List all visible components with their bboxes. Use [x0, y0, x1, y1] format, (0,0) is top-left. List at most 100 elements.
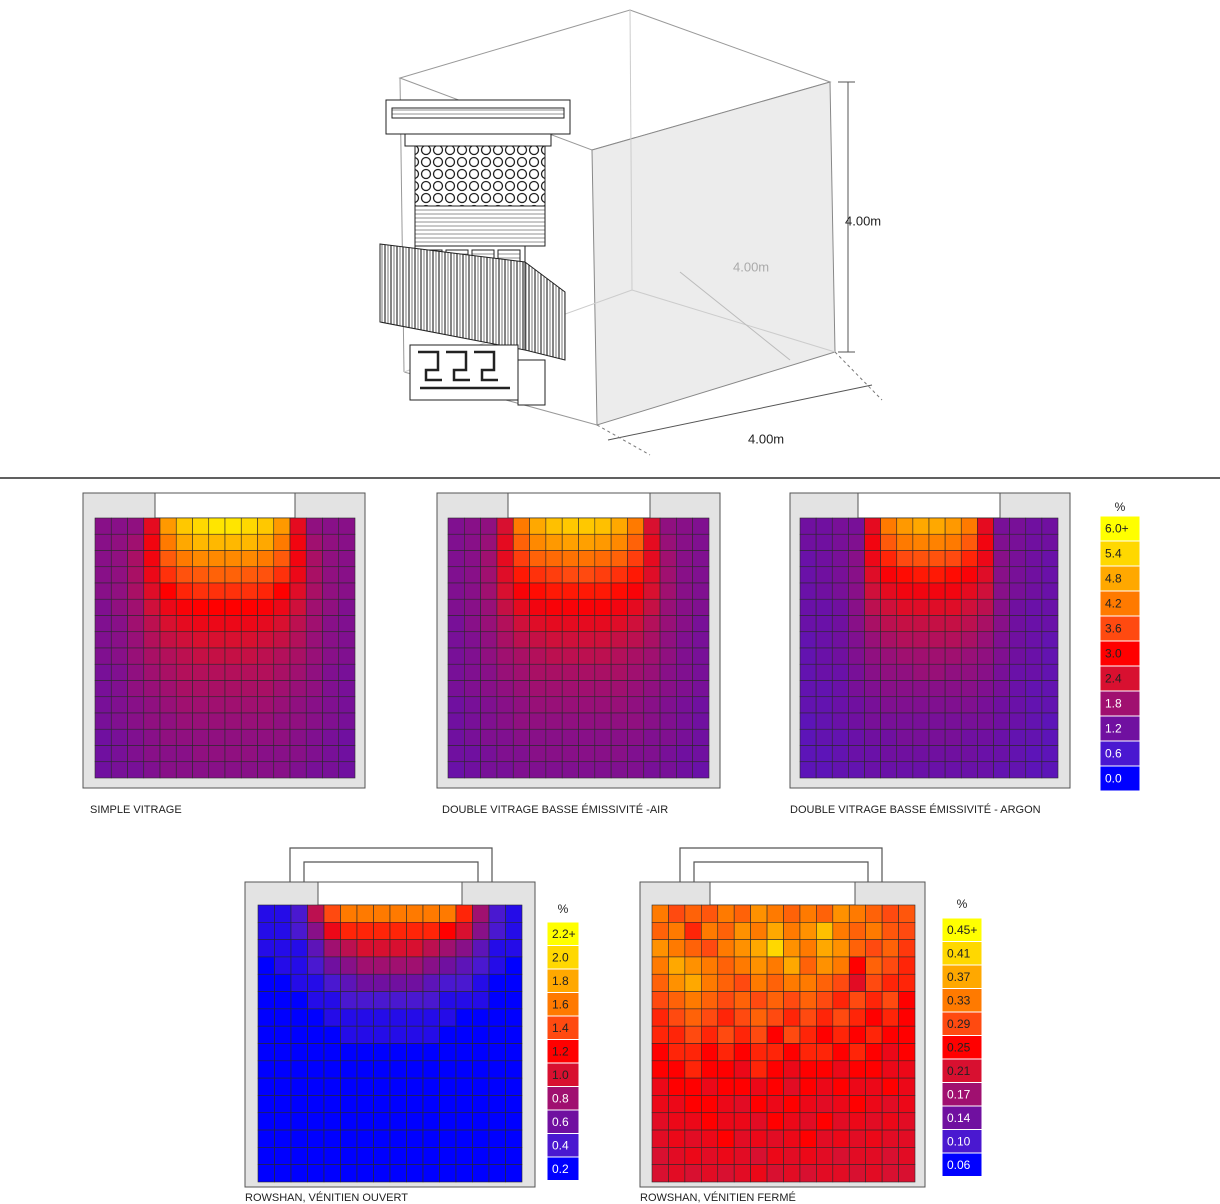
heatmap-cell: [529, 761, 547, 779]
colorbar-label: 0.06: [947, 1158, 971, 1172]
heatmap-cell: [439, 1147, 457, 1165]
heatmap-cell: [627, 647, 645, 665]
heatmap-cell: [472, 1147, 490, 1165]
heatmap-cell: [928, 598, 946, 616]
colorbar-label: 0.2: [552, 1162, 569, 1176]
heatmap-cell: [127, 712, 145, 730]
colorbar-swatch: [1099, 515, 1141, 542]
heatmap-cell: [832, 1112, 850, 1131]
heatmap-cell: [676, 517, 693, 535]
heatmap-cell: [831, 598, 849, 616]
heatmap-cell: [896, 533, 914, 551]
heatmap-cell: [865, 922, 883, 940]
colorbar-swatch: [1099, 540, 1141, 567]
heatmap-cell: [668, 1147, 686, 1165]
base-ornament: [418, 350, 510, 390]
heatmap-cell: [848, 712, 865, 730]
heatmap-cell: [143, 582, 161, 600]
heatmap-cell: [750, 991, 768, 1010]
heatmap-cell: [881, 1043, 899, 1062]
heatmap-cell: [496, 680, 514, 698]
heatmap-cell: [422, 1112, 440, 1131]
heatmap-cell: [143, 566, 161, 584]
heatmap-cell: [799, 745, 817, 763]
heatmap-cell: [676, 533, 693, 551]
heatmap-cell: [750, 1025, 768, 1044]
heatmap-cell: [627, 615, 645, 633]
heatmap-cell: [864, 615, 881, 633]
heatmap-cell: [594, 598, 612, 616]
heatmap-cell: [993, 696, 1010, 714]
heatmap-cell: [865, 1112, 883, 1131]
heatmap-cell: [389, 1025, 407, 1044]
heatmap-cell: [472, 939, 490, 958]
heatmap-cell: [1009, 745, 1027, 763]
heatmap-cell: [406, 1043, 424, 1062]
heatmap-cell: [389, 1095, 407, 1114]
heatmap-cell: [676, 615, 693, 633]
heatmap-cell: [831, 631, 849, 649]
heatmap-cell: [472, 1043, 490, 1062]
heatmap-cell: [464, 631, 481, 649]
heatmap-cell: [799, 615, 817, 633]
heatmap-cell: [668, 1095, 686, 1114]
heatmap-cell: [881, 904, 899, 923]
heatmap-cell: [692, 647, 710, 665]
heatmap-cell: [240, 566, 258, 584]
heatmap-cell: [684, 956, 702, 975]
heatmap-cell: [1025, 533, 1043, 551]
heatmap-cell: [898, 991, 916, 1010]
colorbar-label: 4.8: [1105, 572, 1122, 586]
heatmap-cell: [488, 939, 506, 958]
heatmap-cell: [447, 598, 465, 616]
heatmap-cell: [676, 696, 693, 714]
heatmap-cell: [865, 991, 883, 1010]
heatmap-cell: [912, 550, 930, 568]
heatmap-cell: [865, 1077, 883, 1096]
heatmap-cell: [110, 550, 128, 568]
heatmap-cell: [340, 1008, 358, 1027]
heatmap-cell: [340, 1025, 358, 1044]
heatmap-cell: [1009, 598, 1027, 616]
heatmap-cell: [865, 939, 883, 958]
heatmap-cell: [289, 631, 307, 649]
heatmap-cell: [783, 1129, 801, 1148]
heatmap-cell: [323, 1025, 341, 1044]
heatmap-cell: [480, 517, 498, 535]
heatmap-cell: [1009, 663, 1027, 681]
heatmap-cell: [257, 663, 275, 681]
heatmap-cell: [273, 582, 291, 600]
heatmap-cell: [307, 1147, 325, 1165]
colorbar-title: %: [957, 897, 968, 911]
heatmap-cell: [439, 1095, 457, 1114]
heatmap-cell: [208, 712, 226, 730]
heatmap-cell: [529, 663, 547, 681]
heatmap-cell: [717, 939, 735, 958]
heatmap-cell: [289, 550, 307, 568]
heatmap-cell: [610, 696, 628, 714]
heatmap-cell: [289, 517, 307, 535]
heatmap-cell: [307, 956, 325, 975]
heatmap-cell: [529, 566, 547, 584]
heatmap-cell: [816, 973, 834, 992]
heatmap-cell: [701, 1043, 719, 1062]
heatmap-cell: [1041, 598, 1059, 616]
heatmap-cell: [733, 973, 751, 992]
heatmap-cell: [799, 728, 817, 746]
heatmap-cell: [832, 1060, 850, 1079]
heatmap-cell: [898, 1077, 916, 1096]
heatmap-cell: [676, 631, 693, 649]
heatmap-cell: [480, 566, 498, 584]
colorbar-label: 1.4: [552, 1021, 569, 1035]
heatmap-cell: [257, 631, 275, 649]
heatmap-cell: [896, 598, 914, 616]
heatmap-cell: [240, 533, 258, 551]
heatmap-cell: [257, 745, 275, 763]
heatmap-cell: [389, 939, 407, 958]
heatmap-cell: [1009, 728, 1027, 746]
heatmap-cell: [274, 1008, 292, 1027]
heatmap-cell: [322, 598, 340, 616]
heatmap-cell: [422, 1043, 440, 1062]
heatmap-cell: [848, 615, 865, 633]
heatmap-cell: [912, 647, 930, 665]
